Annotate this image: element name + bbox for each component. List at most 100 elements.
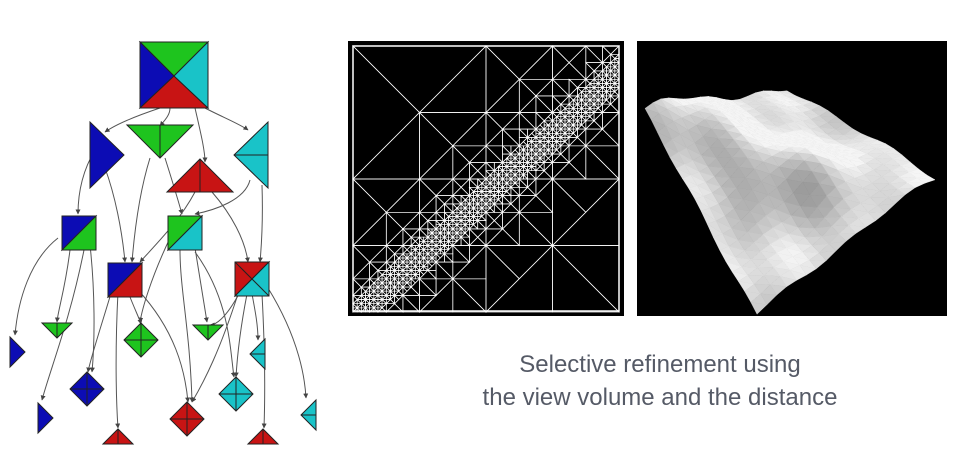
mesh-triangle xyxy=(435,252,441,263)
mesh-triangle xyxy=(464,211,471,218)
mesh-triangle xyxy=(610,61,616,68)
mesh-triangle xyxy=(539,157,545,164)
small-green-triangle-2 xyxy=(191,324,225,341)
terrain-facet xyxy=(789,269,807,281)
mesh-triangle xyxy=(597,74,603,81)
mesh-triangle xyxy=(581,120,587,126)
mesh-triangle xyxy=(601,65,607,72)
mesh-triangle xyxy=(535,178,554,197)
mesh-triangle xyxy=(476,220,487,230)
root-square xyxy=(138,40,210,110)
mesh-triangle xyxy=(372,307,379,313)
terrain-facet xyxy=(779,275,798,287)
mesh-triangle xyxy=(394,277,400,284)
mesh-triangle xyxy=(402,249,413,255)
mesh-triangle xyxy=(572,124,578,130)
mesh-triangle xyxy=(427,244,433,251)
mesh-triangle xyxy=(431,236,437,243)
mesh-triangle xyxy=(419,236,425,242)
mesh-triangle xyxy=(469,219,475,226)
mesh-triangle xyxy=(501,165,508,172)
mesh-triangle xyxy=(410,261,417,267)
mesh-triangle xyxy=(547,124,553,130)
mesh-triangle xyxy=(368,269,379,280)
mesh-triangle xyxy=(518,95,537,113)
mesh-triangle xyxy=(485,144,504,163)
mesh-triangle xyxy=(402,286,408,297)
mesh-triangle xyxy=(572,128,579,135)
mesh-triangle xyxy=(597,99,603,106)
mesh-triangle xyxy=(522,136,528,147)
mesh-triangle xyxy=(373,295,379,301)
mesh-triangle xyxy=(423,245,429,251)
mesh-triangle xyxy=(393,257,400,263)
square-red-cyan xyxy=(233,260,271,298)
mesh-triangle xyxy=(564,132,570,139)
mesh-triangle xyxy=(468,228,487,238)
mesh-triangle xyxy=(543,120,554,126)
mesh-triangle xyxy=(398,270,404,276)
caption-line-2: the view volume and the distance xyxy=(482,384,838,411)
mesh-triangle xyxy=(523,145,529,151)
mesh-triangle xyxy=(356,307,362,313)
mesh-triangle xyxy=(451,215,458,221)
green-diamond xyxy=(123,322,159,358)
mesh-triangle xyxy=(385,299,396,305)
mesh-triangle xyxy=(477,211,483,217)
mesh-triangle xyxy=(498,194,503,205)
mesh-triangle xyxy=(506,178,512,185)
mesh-triangle xyxy=(410,244,417,251)
mesh-triangle xyxy=(555,141,562,147)
mesh-triangle xyxy=(394,261,400,267)
mesh-triangle xyxy=(584,82,591,88)
mesh-triangle xyxy=(489,203,495,214)
mesh-triangle xyxy=(535,149,541,155)
mesh-triangle xyxy=(468,170,487,180)
mesh-triangle xyxy=(414,257,420,263)
mesh-triangle xyxy=(606,95,612,101)
mesh-triangle xyxy=(368,282,375,288)
mesh-triangle xyxy=(493,203,503,214)
red-diamond xyxy=(169,401,205,437)
mesh-triangle xyxy=(439,228,446,234)
mesh-triangle xyxy=(498,178,504,185)
mesh-triangle xyxy=(593,90,599,97)
mesh-triangle xyxy=(480,191,487,197)
mesh-triangle xyxy=(410,240,421,246)
mesh-triangle xyxy=(564,137,570,143)
terrain-facet xyxy=(818,250,837,261)
mesh-triangle xyxy=(497,174,503,180)
terrain-facet xyxy=(877,203,896,214)
triangle-hierarchy-diagram xyxy=(9,40,317,445)
mesh-triangle xyxy=(585,111,591,118)
mesh-triangle xyxy=(551,115,558,122)
blue-diamond xyxy=(69,371,105,407)
mesh-triangle xyxy=(406,278,413,284)
mesh-triangle xyxy=(426,257,433,263)
mesh-triangle xyxy=(602,86,608,93)
mesh-triangle xyxy=(610,95,616,106)
mesh-triangle xyxy=(418,265,425,271)
mesh-triangle xyxy=(468,198,474,205)
mesh-triangle xyxy=(397,265,404,272)
mesh-triangle xyxy=(514,153,521,160)
mesh-triangle xyxy=(601,62,612,68)
mesh-triangle xyxy=(514,178,521,185)
mesh-triangle xyxy=(502,186,508,192)
mesh-triangle xyxy=(605,74,612,81)
small-red-triangle-2 xyxy=(246,428,280,445)
mesh-triangle xyxy=(452,244,471,263)
mesh-triangle xyxy=(518,178,529,188)
mesh-triangle xyxy=(568,115,574,122)
mesh-triangle xyxy=(385,228,404,246)
mesh-triangle xyxy=(447,232,454,239)
mesh-triangle xyxy=(560,111,566,118)
mesh-triangle xyxy=(605,91,612,97)
mesh-triangle xyxy=(489,174,495,180)
mesh-triangle xyxy=(593,95,600,101)
mesh-triangle xyxy=(352,298,358,305)
mesh-triangle xyxy=(584,90,591,97)
mesh-triangle xyxy=(414,249,420,255)
mesh-triangle xyxy=(427,228,433,234)
mesh-triangle xyxy=(572,107,578,114)
